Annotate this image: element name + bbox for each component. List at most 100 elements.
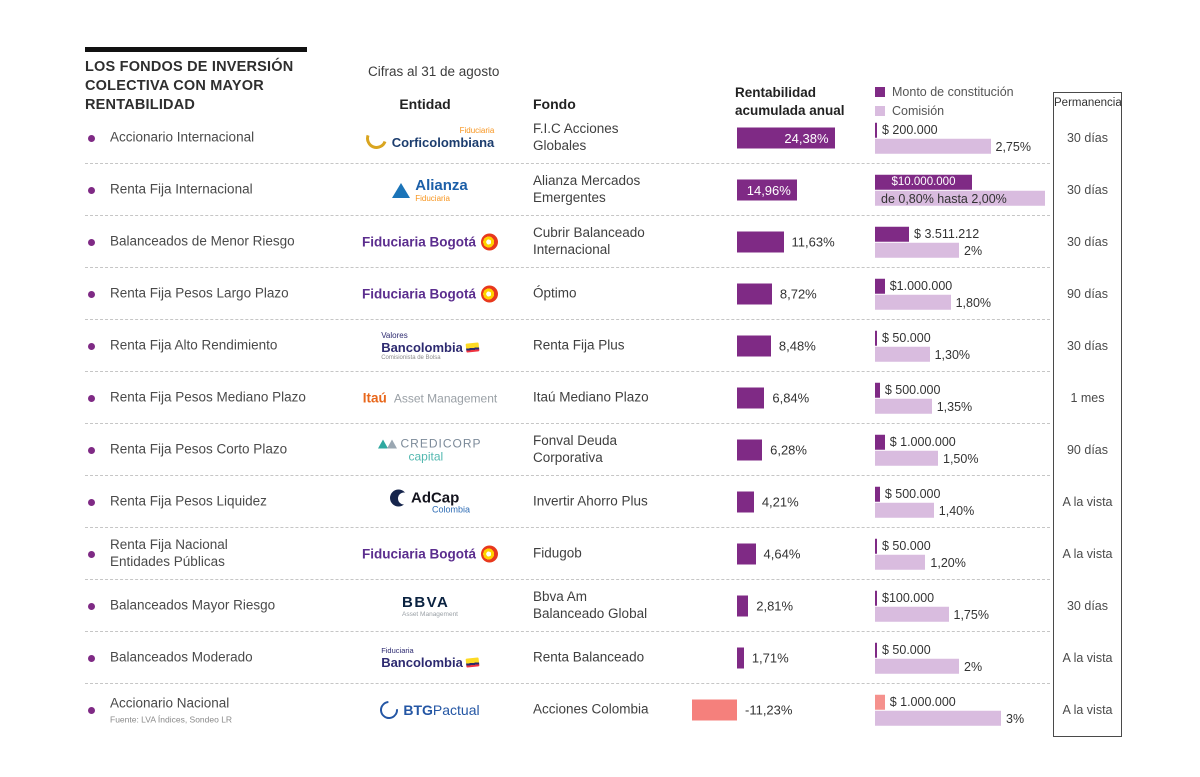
bullet-icon bbox=[88, 394, 95, 402]
comision-value: 1,35% bbox=[936, 399, 973, 414]
rentabilidad-value: 2,81% bbox=[756, 598, 794, 614]
logo-text-column: Fiduciaria Bancolombia bbox=[381, 646, 480, 670]
entity-cell: Alianza Fiduciaria bbox=[350, 177, 510, 203]
fund-cell: Fidugob bbox=[533, 546, 708, 563]
page-title-line1: LOS FONDOS DE INVERSIÓN bbox=[85, 59, 294, 75]
comision-bar bbox=[875, 502, 934, 518]
fund-cell: Itaú Mediano Plazo bbox=[533, 390, 708, 407]
permanencia-value: 30 días bbox=[1066, 183, 1108, 197]
comision-row: 1,30% bbox=[875, 346, 1120, 362]
fund-label: Bbva Am bbox=[533, 589, 588, 605]
category-cell: Renta Fija Pesos Mediano Plazo bbox=[110, 390, 345, 407]
monto-value: $1.000.000 bbox=[889, 278, 953, 293]
monto-row: $ 50.000 bbox=[875, 642, 1120, 658]
fund-rows-container: Accionario Internacional Fiduciaria Corfi… bbox=[85, 112, 1125, 736]
category-cell: Renta Fija Pesos Corto Plazo bbox=[110, 442, 345, 459]
table-row: Accionario Internacional Fiduciaria Corfi… bbox=[85, 112, 1125, 164]
rentabilidad-value: 4,21% bbox=[761, 494, 799, 510]
monto-bar bbox=[875, 486, 880, 502]
logo-text-column: Fiduciaria Corficolombiana bbox=[392, 126, 495, 150]
permanencia-value: 90 días bbox=[1066, 287, 1108, 301]
category-label: Renta Fija Pesos Mediano Plazo bbox=[110, 389, 306, 405]
comision-value: 1,80% bbox=[955, 295, 992, 310]
globe-icon bbox=[376, 697, 403, 723]
rentabilidad-value: 4,64% bbox=[763, 546, 801, 562]
page-title-line2: COLECTIVA CON MAYOR bbox=[85, 78, 264, 95]
monto-value: $ 200.000 bbox=[882, 122, 938, 137]
monto-comision-cell: $ 500.000 1,35% bbox=[875, 381, 1120, 416]
triangle-icon bbox=[378, 439, 389, 448]
comision-value: 3% bbox=[1006, 711, 1025, 726]
monto-comision-cell: $ 50.000 1,20% bbox=[875, 537, 1120, 572]
rentabilidad-header-line1: Rentabilidad bbox=[735, 85, 817, 100]
fund-label-line2: Balanceado Global bbox=[533, 606, 648, 621]
entity-logo-btg: BTGPactual bbox=[376, 697, 480, 723]
column-header-fondo: Fondo bbox=[533, 96, 576, 112]
column-header-entidad: Entidad bbox=[399, 96, 451, 112]
comision-bar bbox=[875, 294, 951, 310]
logo-text-column: Alianza Fiduciaria bbox=[415, 177, 468, 203]
comision-bar bbox=[875, 346, 930, 362]
monto-value: $ 50.000 bbox=[882, 330, 931, 345]
rentabilidad-bar bbox=[737, 491, 754, 513]
rentabilidad-bar bbox=[737, 439, 763, 461]
rentabilidad-bar bbox=[737, 335, 771, 357]
monto-comision-cell: $ 50.000 1,30% bbox=[875, 329, 1120, 364]
fund-label: Acciones Colombia bbox=[533, 701, 649, 717]
fund-cell: Alianza Mercados Emergentes bbox=[533, 173, 708, 207]
entity-subbrand-label: Asset Management bbox=[393, 391, 498, 405]
column-header-rentabilidad: Rentabilidad acumulada anual bbox=[735, 84, 845, 119]
rentabilidad-header-line2: acumulada anual bbox=[735, 102, 845, 118]
date-note: Cifras al 31 de agosto bbox=[368, 64, 500, 79]
logo-text-column: AdCap Colombia bbox=[389, 489, 470, 515]
bullet-icon bbox=[88, 498, 95, 506]
category-cell: Renta Fija Internacional bbox=[110, 182, 345, 199]
category-cell: Accionario Nacional Fuente: LVA Índices,… bbox=[110, 695, 345, 725]
entity-name-label: BBVA bbox=[401, 594, 450, 611]
entity-cell: BBVA Asset Management bbox=[350, 594, 510, 618]
entity-name-row: Bancolombia bbox=[381, 655, 480, 670]
monto-row: $ 1.000.000 bbox=[875, 694, 1120, 710]
entity-cell: CREDICORP capital bbox=[350, 437, 510, 464]
table-row: Renta Fija Nacional Entidades Públicas F… bbox=[85, 528, 1125, 580]
entity-subbrand-label: Valores bbox=[381, 331, 408, 340]
monto-row: $1.000.000 bbox=[875, 278, 1120, 294]
comision-row: 1,20% bbox=[875, 554, 1120, 570]
rentabilidad-value: 1,71% bbox=[751, 650, 789, 666]
entity-subbrand-label: Fiduciaria bbox=[459, 126, 495, 135]
comision-bar bbox=[875, 242, 959, 258]
monto-row: $ 50.000 bbox=[875, 330, 1120, 346]
rentabilidad-bar: 14,96% bbox=[737, 179, 797, 201]
category-cell: Balanceados Mayor Riesgo bbox=[110, 598, 345, 615]
swirl-icon bbox=[481, 233, 498, 251]
entity-subbrand-label: Asset Management bbox=[401, 611, 458, 618]
entity-logo-fiduciaria-bancolombia: Fiduciaria Bancolombia bbox=[381, 646, 480, 670]
flag-icon bbox=[465, 342, 480, 353]
comision-value: de 0,80% hasta 2,00% bbox=[881, 191, 1007, 206]
monto-row: $ 200.000 bbox=[875, 122, 1120, 138]
permanencia-value: 30 días bbox=[1066, 131, 1108, 145]
entity-cell: Itaú Asset Management bbox=[350, 391, 510, 406]
logo-text-column: CREDICORP capital bbox=[378, 437, 481, 464]
entity-name-label: Fiduciaria Bogotá bbox=[361, 286, 476, 302]
bullet-icon bbox=[88, 550, 95, 558]
monto-row: $ 500.000 bbox=[875, 382, 1120, 398]
category-label: Renta Fija Pesos Liquidez bbox=[110, 493, 267, 509]
fund-label: Invertir Ahorro Plus bbox=[533, 493, 648, 509]
fund-cell: Renta Fija Plus bbox=[533, 338, 708, 355]
entity-logo-fidubogota: Fiduciaria Bogotá bbox=[362, 545, 498, 563]
fund-label-line2: Globales bbox=[533, 138, 587, 153]
monto-comision-cell: $ 1.000.000 3% bbox=[875, 693, 1120, 728]
bullet-icon bbox=[88, 290, 95, 298]
entity-name-label: Bancolombia bbox=[381, 340, 463, 355]
monto-value: $ 1.000.000 bbox=[889, 434, 956, 449]
entity-name-label: Bancolombia bbox=[381, 655, 463, 670]
legend-item-comision: Comisión bbox=[875, 101, 1014, 120]
logo-text-column: BBVA Asset Management bbox=[402, 594, 458, 618]
entity-logo-bbva: BBVA Asset Management bbox=[402, 594, 458, 618]
entity-cell: Fiduciaria Corficolombiana bbox=[350, 124, 510, 152]
table-row: Renta Fija Pesos Largo Plazo Fiduciaria … bbox=[85, 268, 1125, 320]
permanencia-value: A la vista bbox=[1062, 495, 1113, 509]
triangle-icon bbox=[392, 182, 411, 198]
comision-row: 2% bbox=[875, 658, 1120, 674]
